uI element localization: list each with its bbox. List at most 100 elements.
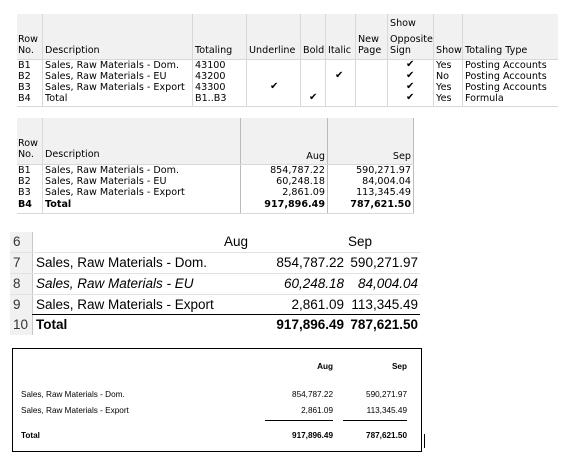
cell-row-no: B3 (18, 187, 31, 198)
cell-sep[interactable]: 84,004.04 (357, 276, 418, 291)
cell-description: Sales, Raw Materials - EU (45, 176, 167, 187)
header-description: Description (45, 149, 100, 160)
checkmark-icon[interactable]: ✔ (406, 92, 415, 103)
header-bold: Bold (303, 45, 325, 56)
header-opposite-line2: Opposite (390, 34, 433, 45)
cell-description: Sales, Raw Materials - Dom. (45, 60, 180, 71)
cell-sep[interactable]: 787,621.50 (350, 317, 418, 332)
report-total-sep: 787,621.50 (366, 431, 407, 440)
header-new-page-line1: New (358, 34, 379, 45)
cell-show: Yes (436, 93, 452, 104)
cell-show: Yes (436, 82, 452, 93)
cell-description: Sales, Raw Materials - EU (45, 71, 167, 82)
row-number: 10 (13, 317, 29, 332)
report-aug: 854,787.22 (292, 390, 333, 399)
overview-grid: Row No. Description Aug Sep B1 Sales, Ra… (17, 118, 414, 214)
report-sep: 590,271.97 (366, 390, 407, 399)
cell-description[interactable]: Sales, Raw Materials - Export (36, 297, 214, 312)
cell-totaling-type: Formula (465, 93, 504, 104)
row-definition-header (17, 14, 558, 59)
cell-sep: 590,271.97 (356, 165, 411, 176)
cell-aug: 917,896.49 (264, 199, 325, 210)
printed-report: Aug Sep Sales, Raw Materials - Dom. 854,… (12, 348, 422, 452)
cell-description[interactable]: Sales, Raw Materials - EU (36, 276, 194, 291)
row-header[interactable]: 8 (10, 274, 33, 294)
header-new-page-line2: Page (358, 45, 382, 56)
report-description: Sales, Raw Materials - Dom. (21, 390, 125, 399)
row-number: 8 (13, 276, 21, 291)
cell-totaling-type: Posting Accounts (465, 82, 547, 93)
cell-aug: 2,861.09 (282, 187, 325, 198)
cell-row-no: B4 (18, 199, 32, 210)
checkmark-icon[interactable]: ✔ (406, 59, 415, 70)
report-header-aug: Aug (317, 362, 333, 371)
cell-show: No (436, 71, 450, 82)
text-cursor (424, 434, 425, 448)
cell-row-no: B1 (18, 165, 31, 176)
row-number: 7 (13, 255, 21, 270)
cell-description: Sales, Raw Materials - Dom. (45, 165, 180, 176)
checkmark-icon[interactable]: ✔ (335, 70, 344, 81)
header-underline: Underline (249, 45, 296, 56)
header-row-no-line2: No. (18, 45, 34, 56)
cell-totaling: B1..B3 (195, 93, 227, 104)
header-row-no-line1: Row (18, 138, 38, 149)
cell-show: Yes (436, 60, 452, 71)
header-row-no-line2: No. (18, 149, 34, 160)
header-totaling: Totaling (195, 45, 233, 56)
cell-sep: 84,004.04 (362, 176, 411, 187)
header-row-no-line1: Row (18, 34, 38, 45)
cell-description: Total (45, 199, 72, 210)
cell-sep: 787,621.50 (350, 199, 411, 210)
cell-description: Sales, Raw Materials - Export (45, 82, 185, 93)
cell-aug[interactable]: 60,248.18 (283, 276, 344, 291)
report-description: Sales, Raw Materials - Export (21, 406, 129, 415)
cell-description[interactable]: Sales, Raw Materials - Dom. (36, 255, 208, 270)
cell-aug[interactable]: 2,861.09 (291, 297, 344, 312)
cell-sep[interactable]: 113,345.49 (351, 297, 418, 312)
cell-description: Sales, Raw Materials - Export (45, 187, 185, 198)
report-sep: 113,345.49 (366, 406, 407, 415)
cell-aug: 60,248.18 (276, 176, 325, 187)
header-totaling-type: Totaling Type (465, 45, 528, 56)
checkmark-icon[interactable]: ✔ (406, 70, 415, 81)
cell-row-no: B1 (18, 60, 31, 71)
checkmark-icon[interactable]: ✔ (270, 81, 279, 92)
checkmark-icon[interactable]: ✔ (309, 92, 318, 103)
cell-aug[interactable]: 854,787.22 (276, 255, 344, 270)
cell-row-no: B2 (18, 71, 31, 82)
overview-header (17, 118, 414, 165)
cell-aug[interactable]: 917,896.49 (276, 317, 344, 332)
header-opposite-line3: Sign (390, 45, 411, 56)
header-aug: Aug (306, 151, 325, 162)
row-header[interactable]: 9 (10, 295, 33, 315)
column-header-aug: Aug (224, 234, 249, 249)
header-show: Show (436, 45, 462, 56)
column-header-sep: Sep (348, 234, 373, 249)
spreadsheet-view: 6 Aug Sep 7 Sales, Raw Materials - Dom. … (10, 232, 420, 335)
row-header[interactable]: 10 (10, 315, 33, 335)
cell-totaling-type: Posting Accounts (465, 60, 547, 71)
cell-totaling-type: Posting Accounts (465, 71, 547, 82)
row-number: 9 (13, 297, 21, 312)
underline-border (32, 314, 420, 315)
cell-description: Total (45, 93, 68, 104)
header-opposite-line1: Show (390, 18, 416, 29)
cell-totaling: 43200 (195, 71, 226, 82)
report-total-aug: 917,896.49 (292, 431, 333, 440)
row-number: 6 (13, 234, 21, 249)
row-header[interactable]: 6 (10, 232, 33, 252)
row-header[interactable]: 7 (10, 253, 33, 273)
cell-sep[interactable]: 590,271.97 (350, 255, 418, 270)
row-definition-grid: Row No. Description Totaling Underline B… (17, 14, 558, 107)
report-total-description: Total (21, 431, 40, 440)
cell-aug: 854,787.22 (270, 165, 325, 176)
cell-description[interactable]: Total (36, 317, 68, 332)
header-sep: Sep (392, 151, 411, 162)
total-rule-sep (343, 420, 407, 421)
report-aug: 2,861.09 (301, 406, 333, 415)
cell-row-no: B2 (18, 176, 31, 187)
checkmark-icon[interactable]: ✔ (406, 81, 415, 92)
cell-row-no: B4 (18, 93, 31, 104)
header-italic: Italic (328, 45, 352, 56)
